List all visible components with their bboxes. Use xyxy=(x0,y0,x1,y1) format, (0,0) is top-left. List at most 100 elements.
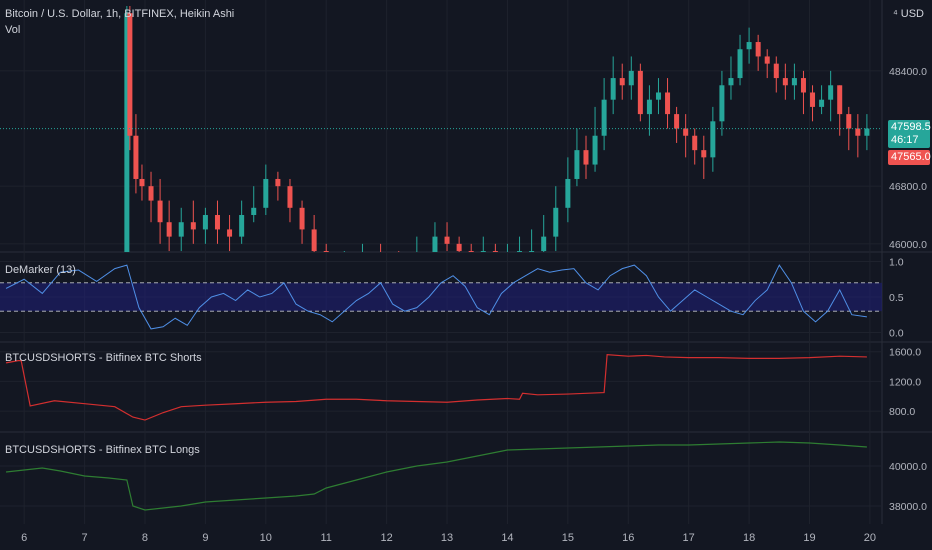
candle-body[interactable] xyxy=(855,128,861,136)
candle-body[interactable] xyxy=(58,280,63,281)
candle-body[interactable] xyxy=(737,49,743,79)
candle-body[interactable] xyxy=(710,121,716,158)
value-tick-label: 1600.0 xyxy=(889,347,921,359)
candle-body[interactable] xyxy=(574,150,580,179)
candle-body[interactable] xyxy=(492,251,498,265)
shorts-pane[interactable]: 800.0 1200.0 1600.0 xyxy=(0,347,921,421)
candle-body[interactable] xyxy=(541,236,547,252)
candle-body[interactable] xyxy=(846,114,852,129)
candle-body[interactable] xyxy=(202,215,208,230)
candle-body[interactable] xyxy=(251,207,257,216)
candle-body[interactable] xyxy=(683,128,689,136)
candle-body[interactable] xyxy=(178,222,184,237)
candle-body[interactable] xyxy=(610,78,616,100)
candle-body[interactable] xyxy=(517,251,523,258)
candle-body[interactable] xyxy=(810,92,816,107)
candle-body[interactable] xyxy=(646,99,652,115)
demarker-title[interactable]: DeMarker (13) xyxy=(5,264,76,276)
candle-body[interactable] xyxy=(275,178,281,187)
candle-body[interactable] xyxy=(619,78,625,86)
currency-text: USD xyxy=(900,8,924,20)
candle-body[interactable] xyxy=(4,280,9,281)
candle-body[interactable] xyxy=(553,207,559,237)
candle-body[interactable] xyxy=(864,128,870,136)
candle-body[interactable] xyxy=(133,135,139,179)
shorts-title[interactable]: BTCUSDSHORTS - Bitfinex BTC Shorts xyxy=(5,352,202,364)
candle-body[interactable] xyxy=(764,56,770,64)
currency-label[interactable]: ⁴ USD xyxy=(893,8,924,20)
candle-body[interactable] xyxy=(148,186,154,201)
candle-body[interactable] xyxy=(227,229,233,237)
volume-label[interactable]: Vol xyxy=(5,24,21,36)
longs-pane[interactable]: 38000.0 40000.0 xyxy=(0,441,927,513)
candle-body[interactable] xyxy=(819,99,825,107)
candle-body[interactable] xyxy=(655,92,661,100)
candle-body[interactable] xyxy=(637,70,643,115)
candle-body[interactable] xyxy=(166,222,172,237)
candle-body[interactable] xyxy=(628,70,634,86)
candle-body[interactable] xyxy=(746,42,752,50)
longs-line[interactable] xyxy=(5,441,867,511)
candle-body[interactable] xyxy=(837,85,843,115)
candle-body[interactable] xyxy=(782,78,788,86)
candle-body[interactable] xyxy=(665,92,671,115)
time-tick-label: 16 xyxy=(622,532,634,544)
symbol-title[interactable]: Bitcoin / U.S. Dollar, 1h, BITFINEX, Hei… xyxy=(5,8,235,20)
candle-body[interactable] xyxy=(755,42,761,57)
candle-body[interactable] xyxy=(342,265,347,272)
candle-body[interactable] xyxy=(263,178,269,208)
candle-body[interactable] xyxy=(112,280,117,281)
candle-body[interactable] xyxy=(791,78,797,86)
last-price-value: 47598.5 xyxy=(891,121,931,133)
candle-body[interactable] xyxy=(299,207,305,230)
candle-body[interactable] xyxy=(728,78,734,86)
candle-body[interactable] xyxy=(828,85,834,100)
candle-body[interactable] xyxy=(583,150,589,165)
candle-body[interactable] xyxy=(124,13,130,265)
time-tick-label: 20 xyxy=(864,532,876,544)
currency-menu-icon: ⁴ xyxy=(892,8,898,20)
time-tick-label: 9 xyxy=(202,532,208,544)
candle-body[interactable] xyxy=(468,251,474,258)
candle-body[interactable] xyxy=(323,251,329,273)
time-tick-label: 18 xyxy=(743,532,755,544)
candle-body[interactable] xyxy=(287,186,293,208)
candle-body[interactable] xyxy=(674,114,680,129)
demarker-pane[interactable]: 0.0 0.5 1.0 xyxy=(0,257,904,340)
candle-body[interactable] xyxy=(701,150,707,158)
time-tick-label: 11 xyxy=(321,532,332,544)
candle-body[interactable] xyxy=(456,243,462,252)
candle-body[interactable] xyxy=(139,178,145,187)
candle-body[interactable] xyxy=(214,215,220,230)
value-tick-label: 38000.0 xyxy=(889,501,927,513)
candle-body[interactable] xyxy=(76,280,81,281)
candle-body[interactable] xyxy=(601,99,607,136)
shorts-line[interactable] xyxy=(5,354,867,421)
candle-body[interactable] xyxy=(480,251,486,258)
price-pane[interactable]: 46000.0 46800.0 48400.0 xyxy=(0,6,927,283)
candle-body[interactable] xyxy=(396,265,401,272)
time-tick-label: 17 xyxy=(683,532,695,544)
candles-group[interactable] xyxy=(4,6,870,283)
candle-body[interactable] xyxy=(127,13,133,136)
candle-body[interactable] xyxy=(157,200,163,223)
time-axis[interactable]: 6 7 8 9 10 11 12 13 14 15 16 17 18 19 20 xyxy=(21,532,876,544)
candle-body[interactable] xyxy=(719,85,725,122)
candle-body[interactable] xyxy=(444,236,450,244)
candle-body[interactable] xyxy=(529,251,535,252)
candle-body[interactable] xyxy=(692,135,698,151)
candle-body[interactable] xyxy=(432,236,438,259)
candle-body[interactable] xyxy=(773,63,779,79)
demarker-line[interactable] xyxy=(5,264,867,330)
longs-title[interactable]: BTCUSDSHORTS - Bitfinex BTC Longs xyxy=(5,444,200,456)
candle-body[interactable] xyxy=(311,229,317,252)
candle-body[interactable] xyxy=(414,258,419,272)
candle-body[interactable] xyxy=(800,78,806,93)
time-tick-label: 12 xyxy=(381,532,393,544)
candle-body[interactable] xyxy=(239,215,245,237)
candle-body[interactable] xyxy=(40,280,45,281)
candle-body[interactable] xyxy=(592,135,598,165)
candle-body[interactable] xyxy=(190,222,196,230)
candle-body[interactable] xyxy=(565,178,571,208)
